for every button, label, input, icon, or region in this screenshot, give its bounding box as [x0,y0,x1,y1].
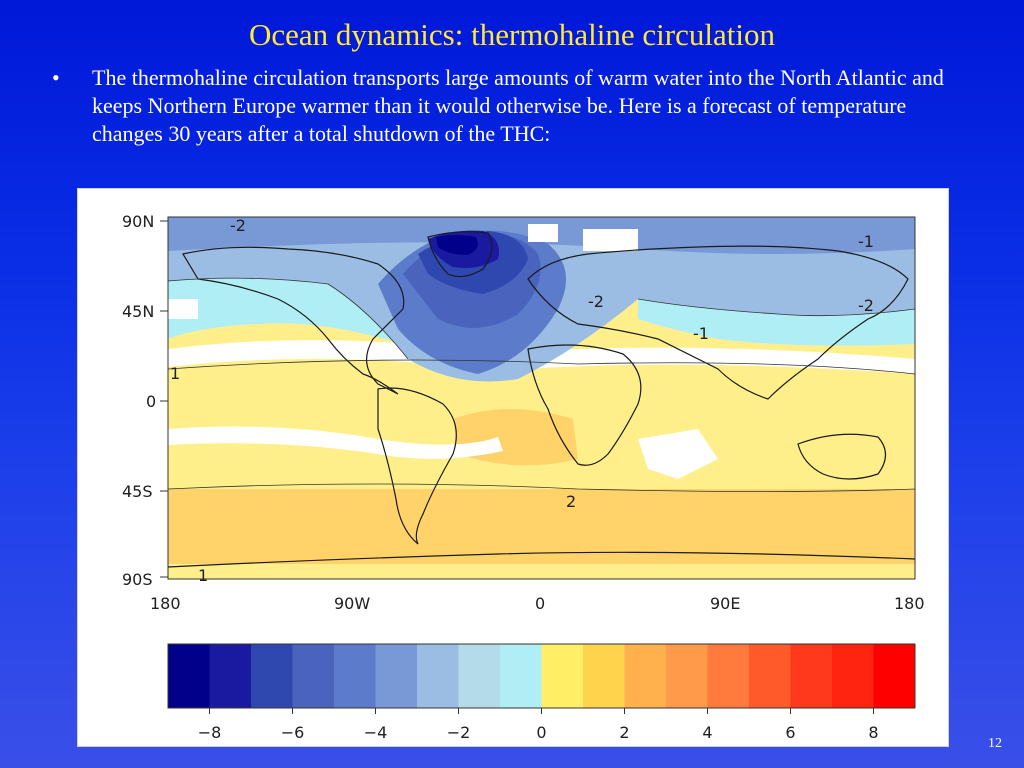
lat-tick-label: 90S [122,570,153,589]
colorbar-swatch [417,644,459,708]
colorbar-swatch [832,644,874,708]
contour-label: -1 [858,232,874,251]
contour-line [167,359,916,375]
contour-line [167,483,916,492]
temperature-change-svg: -2 -2 -2 -1 -1 1 1 2 90N 45N 0 45S 90S 1… [122,212,925,742]
contour-label: 1 [170,364,180,383]
colorbar-tick-label: 6 [785,723,795,742]
colorbar-swatch [873,644,916,708]
slide-title: Ocean dynamics: thermohaline circulation [249,17,775,52]
colorbar-swatch [500,644,542,708]
australia-coast [797,433,887,480]
colorbar-tick-label: −8 [198,723,222,742]
colorbar-swatch [749,644,791,708]
lat-tick-label: 90N [122,212,154,231]
colorbar-tick-label: 4 [702,723,712,742]
colorbar-swatch [583,644,625,708]
colorbar-ticks: −8 −6 −4 −2 0 2 4 6 8 [198,708,879,742]
coastlines [167,231,916,568]
near-zero-belt-south [168,426,503,459]
colorbar-swatch [209,644,252,708]
latitude-axis: 90N 45N 0 45S 90S [122,212,168,589]
temperature-map: -2 -2 -2 -1 -1 1 1 2 [167,216,916,585]
colorbar-swatch [707,644,750,708]
contour-label: -2 [858,296,874,315]
south-america-coast [377,387,457,545]
contour-label: -2 [588,292,604,311]
south-atlantic-warm-patch [453,409,578,466]
lat-tick-label: 0 [146,392,156,411]
near-zero-patch-indian [638,429,718,479]
lon-tick-label: 180 [894,594,925,613]
colorbar-swatch [790,644,833,708]
temperature-change-figure: -2 -2 -2 -1 -1 1 1 2 90N 45N 0 45S 90S 1… [77,188,949,747]
colorbar-swatch [666,644,708,708]
longitude-axis: 180 90W 0 90E 180 [150,594,925,613]
lon-tick-label: 90W [334,594,370,613]
contour-line [167,277,409,360]
colorbar-swatch [624,644,667,708]
masked-patch-1 [528,224,558,242]
colorbar-tick-label: −2 [447,723,471,742]
bullet-dot: • [52,65,60,90]
colorbar-swatch [458,644,501,708]
north-atlantic-cooling-peak [436,235,478,255]
masked-patch-3 [168,299,198,319]
colorbar-tick-label: −6 [281,723,305,742]
colorbar [167,643,916,709]
southern-warm-band [168,489,915,564]
colorbar-swatch [292,644,335,708]
colorbar-swatch [334,644,376,708]
lat-tick-label: 45S [122,482,153,501]
colorbar-tick-label: −4 [364,723,388,742]
lon-tick-label: 180 [150,594,181,613]
bullet-text: The thermohaline circulation transports … [92,65,944,146]
colorbar-tick-label: 0 [536,723,546,742]
greenland-coast [427,231,493,278]
contour-label: -2 [230,216,246,235]
colorbar-tick-label: 8 [868,723,878,742]
masked-patch-2 [583,229,638,251]
map-frame [167,216,916,580]
eurasia-coast [527,245,909,400]
contour-label: 2 [566,492,576,511]
page-number: 12 [988,736,1002,751]
colorbar-swatch [168,644,210,708]
colorbar-swatch [251,644,293,708]
colorbar-tick-label: 2 [619,723,629,742]
colorbar-swatch [375,644,418,708]
contour-label: 1 [198,566,208,585]
colorbar-swatch [541,644,584,708]
africa-coast [527,344,642,466]
lon-tick-label: 90E [710,594,740,613]
north-america-coast [182,246,405,395]
lat-tick-label: 45N [122,302,154,321]
contour-label: -1 [693,324,709,343]
contour-lines [167,277,916,492]
antarctic-band [168,564,915,579]
antarctica-coast [167,551,916,568]
lon-tick-label: 0 [535,594,545,613]
contour-line [637,298,916,317]
